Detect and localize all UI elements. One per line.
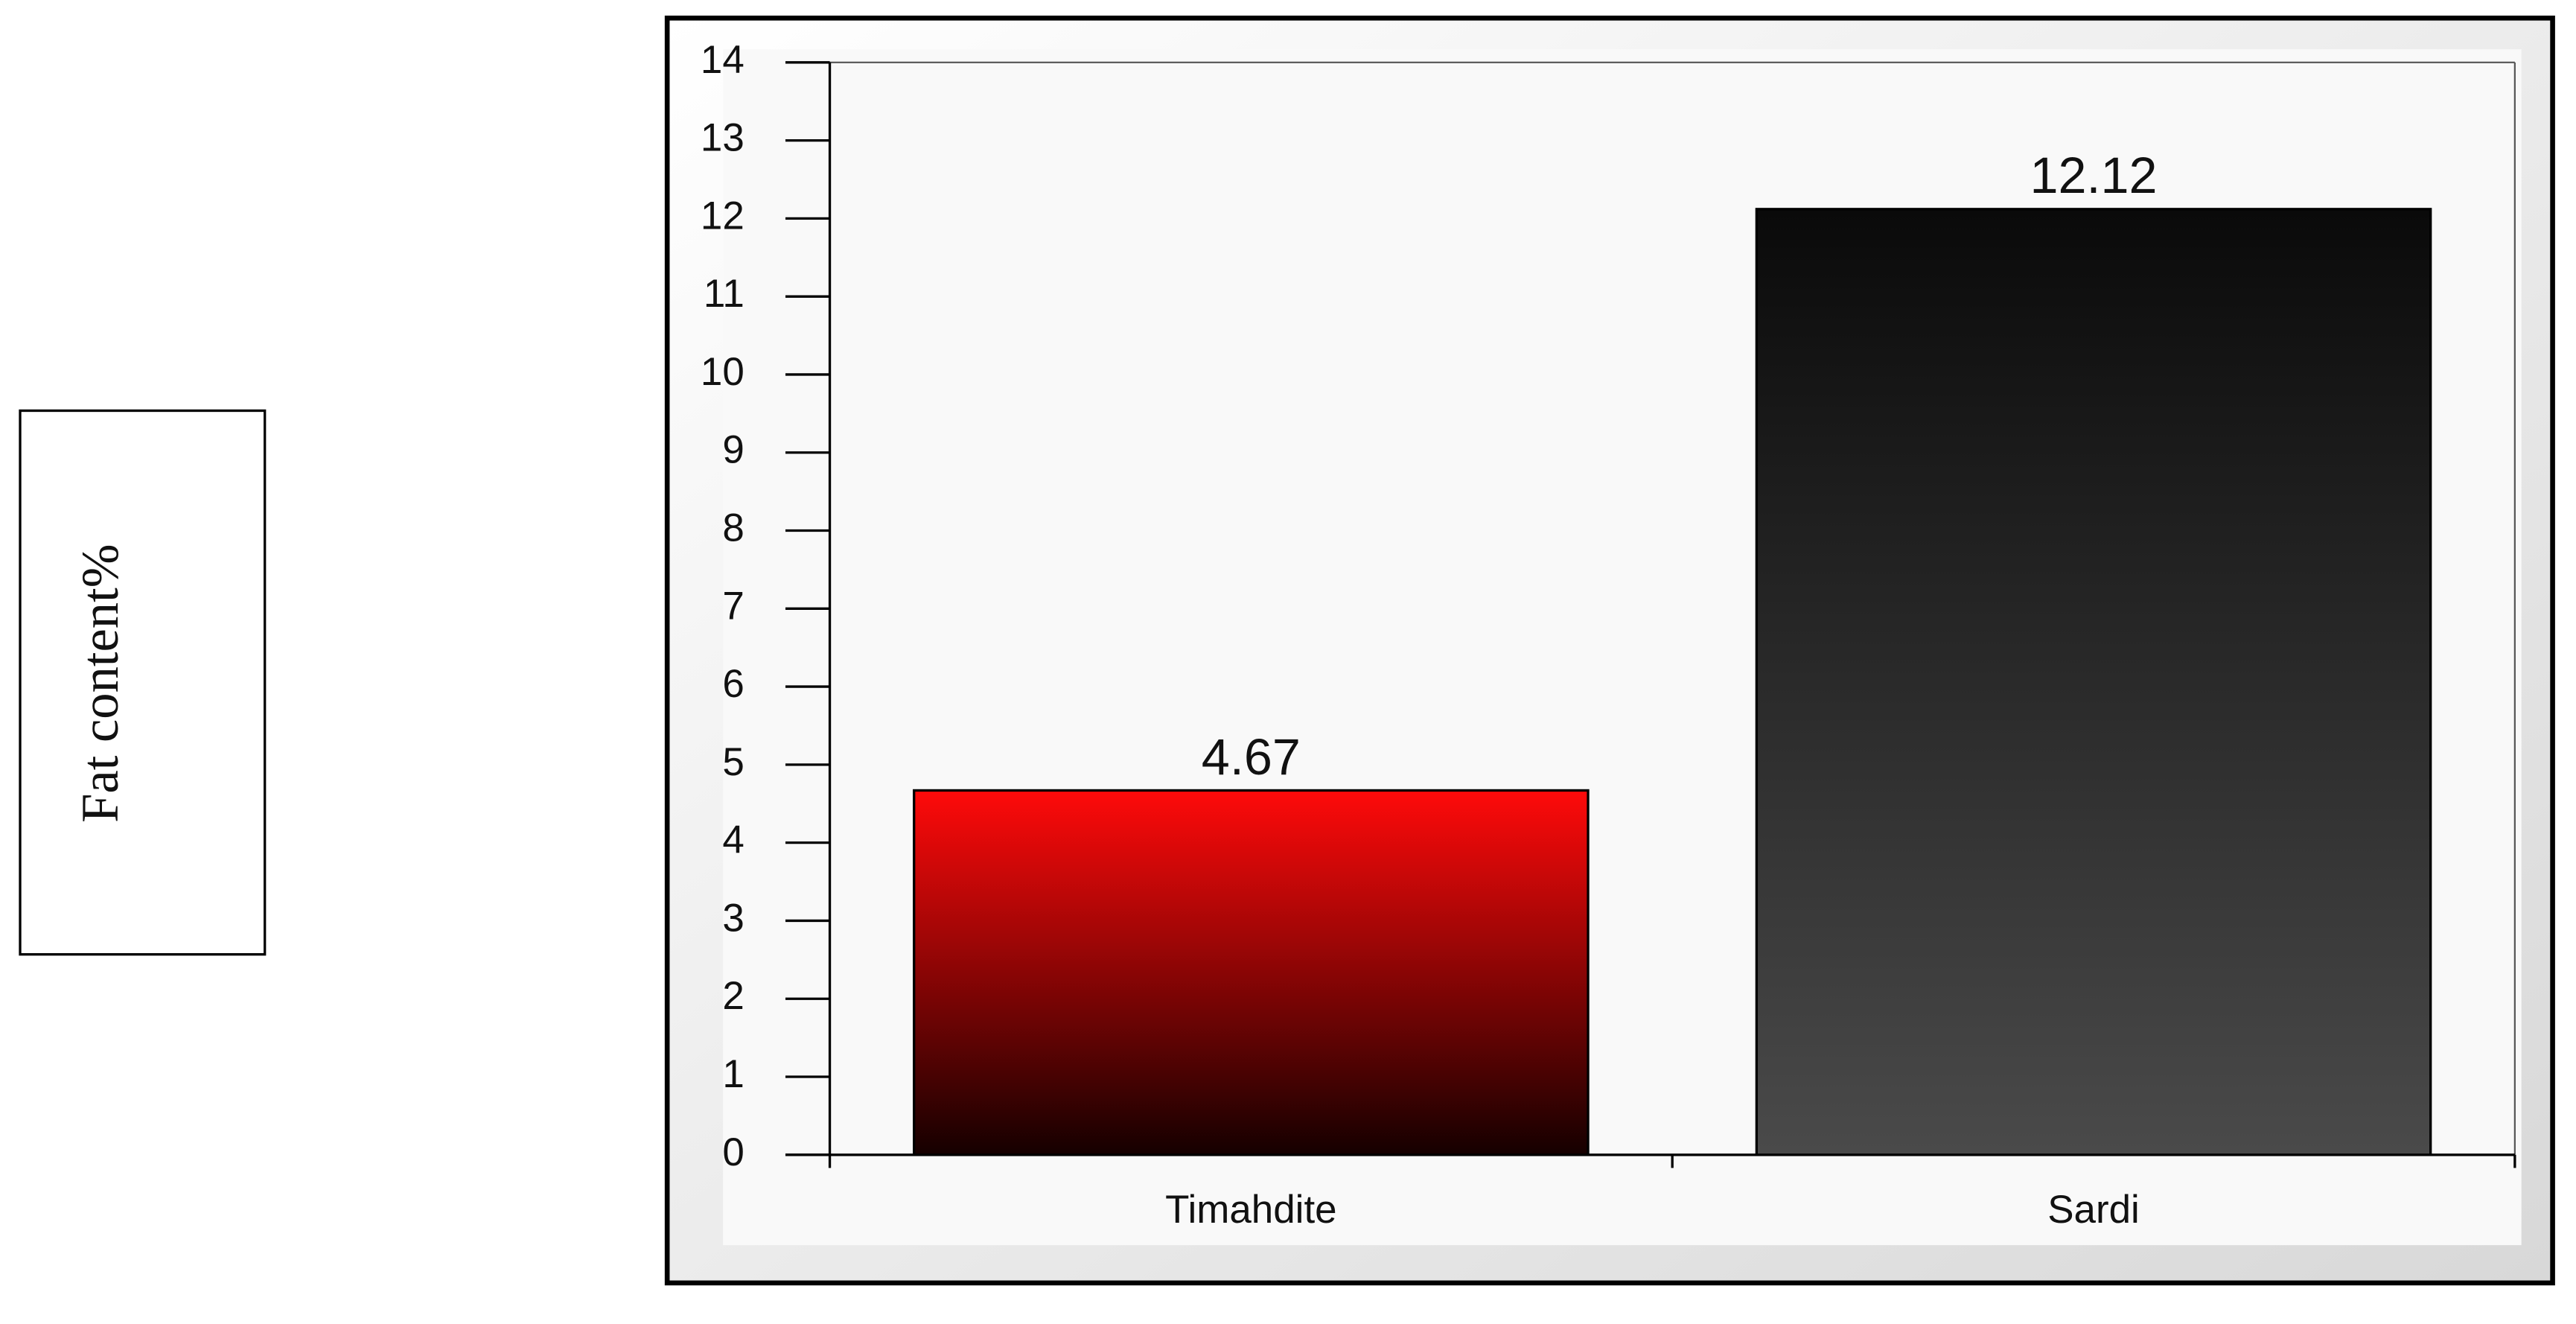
y-tick-label: 8 xyxy=(722,506,744,550)
y-tick-label: 3 xyxy=(722,896,744,940)
x-tick-label: Sardi xyxy=(2047,1188,2140,1232)
y-axis-label: Fat content% xyxy=(71,544,130,822)
y-tick-label: 7 xyxy=(722,584,744,628)
y-tick-label: 9 xyxy=(722,428,744,472)
value-label: 12.12 xyxy=(2030,147,2157,204)
bar xyxy=(1755,208,2432,1156)
y-tick-label: 10 xyxy=(701,350,745,394)
y-tick-label: 14 xyxy=(701,38,745,82)
y-tick-label: 4 xyxy=(722,818,744,862)
y-tick-label: 6 xyxy=(722,662,744,706)
y-tick-label: 5 xyxy=(722,740,744,784)
y-tick-label: 1 xyxy=(722,1052,744,1096)
y-tick-label: 2 xyxy=(722,974,744,1018)
y-tick-label: 13 xyxy=(701,116,745,160)
y-tick-label: 12 xyxy=(701,194,745,238)
y-tick-label: 0 xyxy=(722,1130,744,1174)
plot: 01234567891011121314Timahdite4.67Sardi12… xyxy=(701,38,2516,1232)
x-tick-label: Timahdite xyxy=(1165,1188,1336,1232)
y-tick-label: 11 xyxy=(704,272,745,316)
y-label-box xyxy=(19,409,267,956)
bar xyxy=(913,789,1590,1156)
value-label: 4.67 xyxy=(1202,729,1301,786)
